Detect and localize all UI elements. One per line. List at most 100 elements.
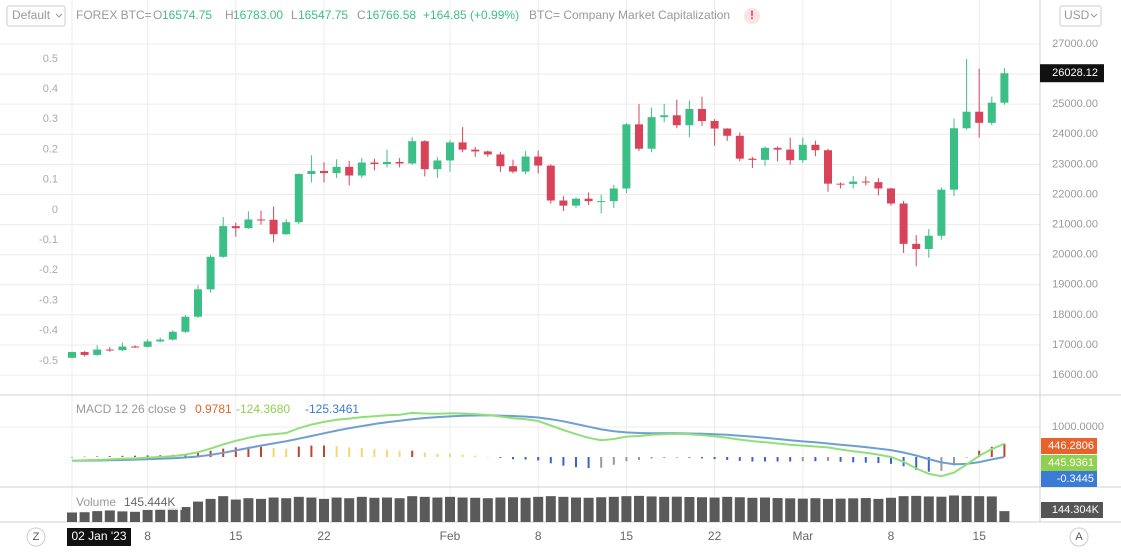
candle-body [383,161,391,165]
macd-line [71,411,1005,478]
left-tick-label: 0.3 [43,113,58,125]
macd-histogram-bar [260,446,262,457]
volume-bar [230,499,241,522]
candle-body [332,166,341,174]
macd-histogram-bar [209,450,212,457]
x-tick-label: Feb [440,529,461,543]
candle-body [231,226,240,229]
header: Default FOREX BTC= O 16574.75 H 16783.00… [6,5,1102,27]
zoom-left-button[interactable] [26,527,46,547]
grid-layer [0,0,1040,522]
symbol: FOREX BTC= [76,8,152,22]
macd-histogram-bar [940,457,943,471]
macd-value-label: 445.9361 [1048,457,1094,469]
candle-body [937,189,946,236]
volume-bar [67,512,77,522]
macd-histogram-bar [701,457,703,459]
macd-value-badge [1041,455,1097,471]
candle-body [748,158,757,160]
volume-bar [457,497,468,522]
candle-body [647,117,656,149]
warning-icon[interactable] [744,8,760,24]
warning-mark: ! [750,8,754,22]
candle-body [559,200,568,206]
volume-bar [671,496,682,522]
candle-body [168,331,177,340]
y-tick-label: 18000.00 [1052,309,1098,321]
macd-histogram-bar [789,457,792,462]
volume-bar [155,509,166,522]
macd-histogram-bar [499,457,502,458]
volume-bar [193,501,203,522]
legend-backdrop [72,496,182,510]
volume-bar [886,497,896,522]
macd-histogram-bar [890,457,892,464]
candle-body [761,147,769,160]
volume-legend-label: Volume [76,495,116,509]
candle-body [786,149,795,161]
volume-bar [92,511,103,522]
x-tick-label: 22 [317,529,331,543]
volume-bar [533,496,544,522]
candle-body [320,171,328,174]
candle-body [597,201,606,203]
volume-bar [520,497,531,522]
preset-dropdown[interactable] [6,5,66,27]
x-tick-label: 22 [708,529,722,543]
volume-bar [646,496,657,522]
macd-histogram-bar [600,457,603,468]
candle-body [950,128,958,190]
volume-bar [785,498,796,522]
macd-histogram-bar [360,448,363,457]
macd-histogram-bar [247,446,250,457]
last-price-label: 26028.12 [1052,67,1098,79]
candle-body [609,188,618,202]
high-label: H [225,8,234,22]
dropdown-arrow [1090,13,1098,18]
candle-body [521,156,530,172]
macd-histogram-bar [864,457,867,463]
volume-bar [130,511,140,522]
volume-bar [810,498,821,522]
macd-histogram-bar [814,457,817,462]
candle-body [735,135,744,159]
y-tick-label: 24000.00 [1052,128,1098,140]
candle-body [282,222,291,235]
candle-body [408,141,417,164]
candle-body [723,128,732,136]
x-tick-label: 8 [888,529,895,543]
volume-bar [986,496,997,522]
macd-histogram-bar [512,457,514,460]
candle-body [798,144,807,161]
macd-legend: MACD 12 26 close 9 0.9781 -124.3680 -125… [76,402,359,416]
volume-bar [205,498,216,522]
candle-body [181,316,190,332]
volume-bar [470,497,481,522]
macd-value-badge [1041,471,1097,487]
macd-histogram-bar [461,454,464,457]
macd-histogram-bar [549,457,552,464]
candle-body [710,121,719,129]
candle-body [584,198,593,202]
volume-bar [608,496,619,522]
candle-body [1000,73,1009,103]
candle-body [244,219,253,229]
candle-body [811,144,820,151]
candle-body [483,151,492,155]
candle-body [68,352,76,358]
candle-body [622,124,631,189]
low-label: L [291,8,298,22]
zoom-right-button[interactable] [1069,527,1089,547]
currency-dropdown[interactable] [1059,5,1102,27]
volume-bar [974,496,985,522]
volume-bar [319,498,329,522]
macd-histogram-bar [146,455,149,457]
macd-value-badge [1041,438,1097,454]
candle-body [206,256,215,290]
macd-histogram-bar [688,457,691,458]
macd-histogram-bar [839,457,842,462]
volume-bar [167,508,178,522]
candle-body [496,154,505,167]
macd-histogram-bar [1003,443,1006,457]
